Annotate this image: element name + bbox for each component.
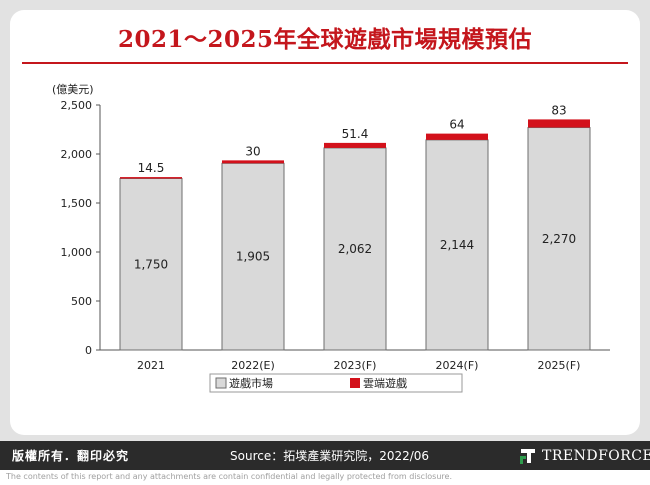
stacked-bar-chart: (億美元) 0 500 1,000 1,500 2,000 2,500 1,750 14.5 20… — [52, 83, 610, 393]
bar-cloud-gaming — [120, 177, 182, 179]
legend-swatch-game-market — [215, 377, 227, 389]
data-label-cloud-gaming: 51.4 — [342, 127, 369, 141]
bar-game-market — [425, 139, 489, 351]
y-tick-label: 2,500 — [61, 99, 93, 112]
bar-cloud-gaming — [222, 160, 284, 164]
data-label-game-market: 2,144 — [440, 238, 474, 252]
data-label-game-market: 1,750 — [134, 257, 168, 271]
data-label-cloud-gaming: 83 — [551, 103, 566, 117]
brand-name: TRENDFORCE — [542, 448, 650, 464]
disclaimer-text: The contents of this report and any atta… — [6, 472, 452, 481]
bar-game-market — [323, 147, 387, 351]
y-tick-label: 500 — [71, 295, 92, 308]
data-label-game-market: 1,905 — [236, 250, 270, 264]
x-tick-label: 2024(F) — [436, 359, 479, 372]
x-tick-label: 2025(F) — [538, 359, 581, 372]
x-tick-label: 2023(F) — [334, 359, 377, 372]
y-tick-label: 1,000 — [61, 246, 93, 259]
bar-game-market — [221, 162, 285, 351]
copyright-notice: 版權所有．翻印必究 — [12, 449, 130, 463]
data-label-cloud-gaming: 14.5 — [138, 161, 165, 175]
bar-cloud-gaming — [324, 142, 386, 148]
y-unit-label: (億美元) — [52, 83, 94, 96]
trendforce-logo-icon — [520, 449, 535, 464]
source-text: Source：拓墣產業研究院，2022/06 — [230, 449, 430, 463]
bar-game-market — [527, 127, 591, 351]
footer-bar: 版權所有．翻印必究 Source：拓墣產業研究院，2022/06 TRENDFO… — [0, 441, 650, 470]
data-label-game-market: 2,270 — [542, 232, 576, 246]
bar-cloud-gaming — [528, 119, 590, 128]
data-label-game-market: 2,062 — [338, 242, 372, 256]
y-tick-label: 2,000 — [61, 148, 93, 161]
page-title: 2021～2025年全球遊戲市場規模預估 — [117, 26, 533, 53]
y-tick-label: 1,500 — [61, 197, 93, 210]
trendforce-logo: TRENDFORCE — [518, 445, 650, 467]
title-divider — [22, 62, 628, 64]
bar-game-market — [119, 178, 183, 351]
legend-box — [209, 373, 463, 393]
x-tick-label: 2022(E) — [231, 359, 275, 372]
data-label-cloud-gaming: 64 — [449, 118, 464, 132]
legend-label-game-market: 遊戲市場 — [229, 376, 273, 390]
data-label-cloud-gaming: 30 — [245, 144, 260, 158]
x-tick-label: 2021 — [137, 359, 165, 372]
bar-cloud-gaming — [426, 133, 488, 140]
legend-swatch-cloud-gaming — [350, 378, 360, 388]
y-tick-label: 0 — [85, 344, 92, 357]
legend-label-cloud-gaming: 雲端遊戲 — [363, 376, 407, 390]
